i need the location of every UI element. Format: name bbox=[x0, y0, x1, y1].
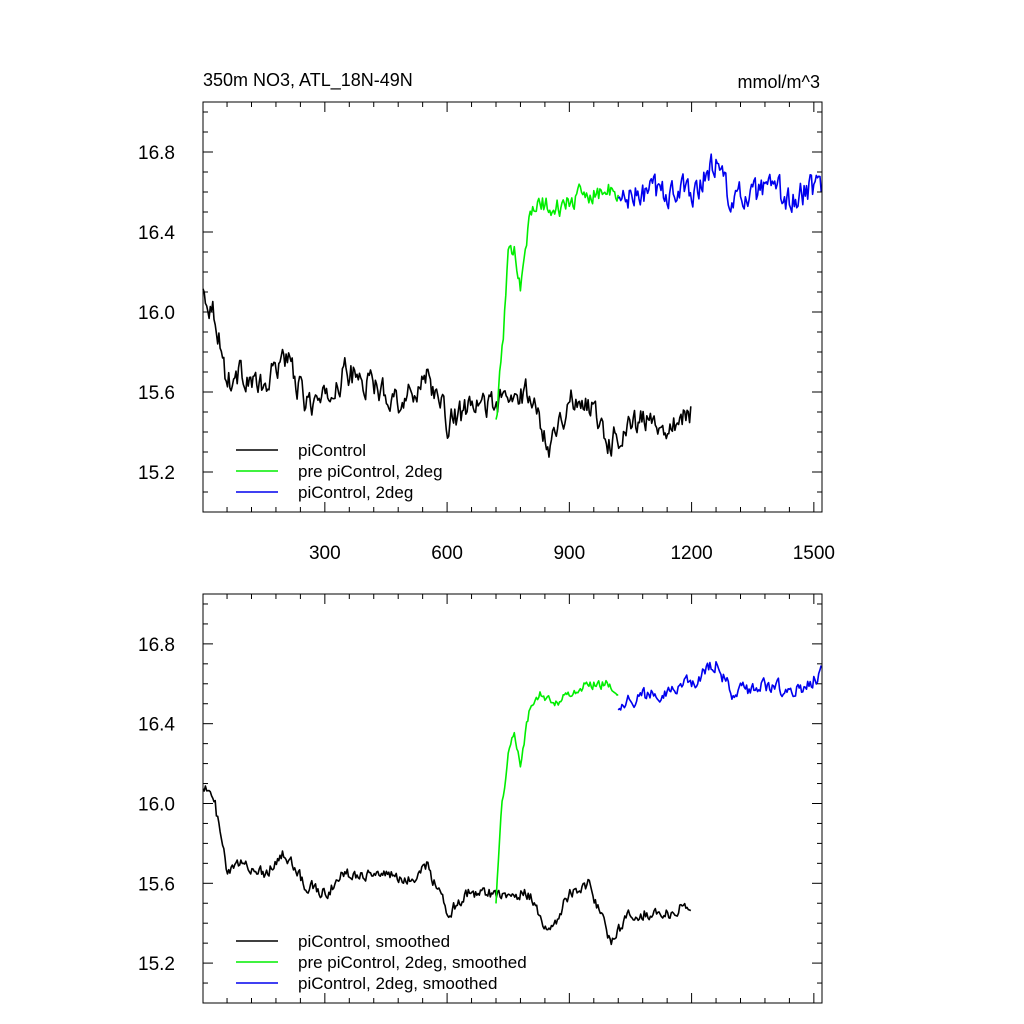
series-line bbox=[617, 153, 822, 213]
legend-label: pre piControl, 2deg bbox=[298, 462, 443, 481]
y-tick-label: 16.0 bbox=[138, 303, 175, 324]
series-line bbox=[202, 785, 692, 946]
series-layer bbox=[202, 660, 822, 946]
y-tick-label: 16.0 bbox=[138, 794, 175, 815]
plot-frame bbox=[202, 593, 823, 1004]
legend-label: piControl bbox=[298, 441, 366, 460]
y-tick-label: 15.6 bbox=[138, 874, 175, 895]
legend: piControl, smoothed pre piControl, 2deg, … bbox=[236, 932, 527, 993]
y-tick-label: 16.4 bbox=[138, 223, 175, 244]
x-tick-label: 1500 bbox=[793, 543, 835, 564]
legend: piControl pre piControl, 2deg piControl, 2… bbox=[236, 441, 443, 502]
y-tick-label: 16.4 bbox=[138, 715, 175, 736]
top-panel: 350m NO3, ATL_18N-49N mmol/m^3 15.215.61… bbox=[138, 70, 835, 564]
series-line bbox=[202, 288, 692, 458]
bottom-panel: 15.2 15.6 16.0 16.4 16.8 piControl, smoothed… bbox=[138, 593, 823, 1004]
x-tick-label: 900 bbox=[553, 543, 585, 564]
x-tick-label: 300 bbox=[309, 543, 341, 564]
units-label: mmol/m^3 bbox=[738, 72, 820, 92]
plot-frame bbox=[202, 101, 823, 513]
legend-label: piControl, 2deg, smoothed bbox=[298, 974, 497, 993]
series-layer bbox=[202, 153, 822, 458]
series-line bbox=[617, 660, 822, 711]
series-line bbox=[495, 183, 619, 420]
legend-label: piControl, smoothed bbox=[298, 932, 450, 951]
axes-layer: 15.2 15.6 16.0 16.4 16.8 300 600 900 1200 1500 bbox=[138, 101, 835, 564]
x-tick-label: 600 bbox=[431, 543, 463, 564]
axes-layer: 15.2 15.6 16.0 16.4 16.8 bbox=[138, 593, 823, 1004]
chart-title: 350m NO3, ATL_18N-49N bbox=[203, 70, 413, 91]
series-line bbox=[495, 679, 619, 904]
y-tick-label: 15.6 bbox=[138, 383, 175, 404]
y-tick-label: 15.2 bbox=[138, 463, 175, 484]
y-tick-label: 15.2 bbox=[138, 954, 175, 975]
x-tick-label: 1200 bbox=[670, 543, 712, 564]
y-tick-label: 16.8 bbox=[138, 143, 175, 164]
legend-label: pre piControl, 2deg, smoothed bbox=[298, 953, 527, 972]
legend-label: piControl, 2deg bbox=[298, 483, 413, 502]
y-tick-label: 16.8 bbox=[138, 635, 175, 656]
